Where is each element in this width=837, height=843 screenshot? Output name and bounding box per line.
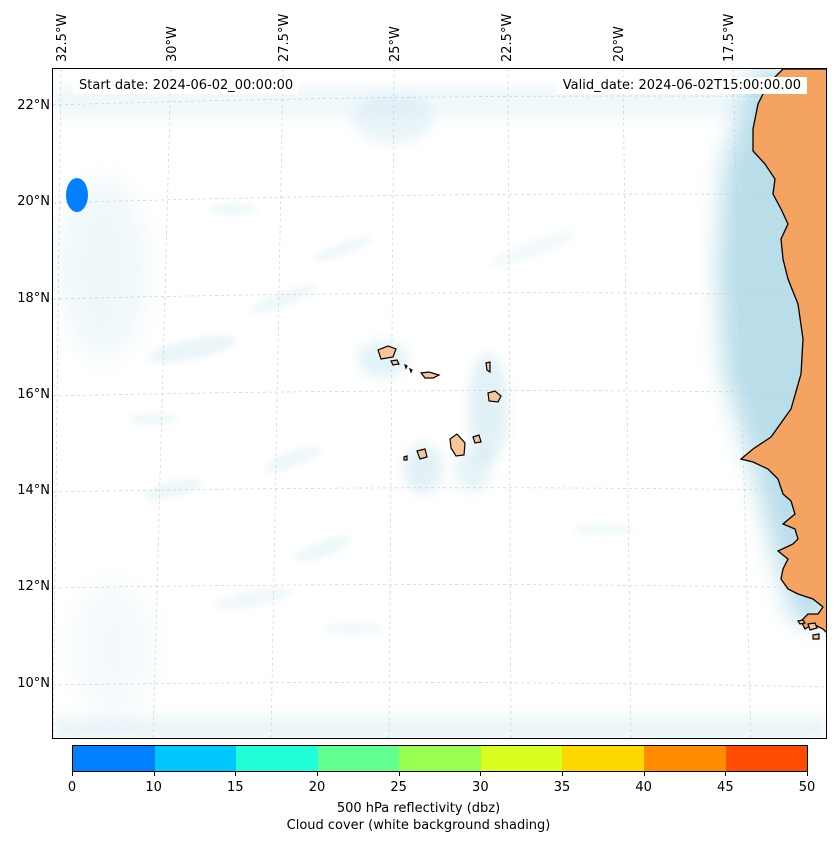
latitude-label: 10°N [17,676,50,691]
colorbar-segment [643,746,726,771]
start-date-label: Start date: 2024-06-02_00:00:00 [73,77,300,94]
colorbar-tick-mark [725,772,727,776]
colorbar-tick-label: 50 [798,780,816,795]
colorbar-segment [236,746,318,771]
colorbar-segment [317,746,400,771]
latitude-label: 12°N [17,579,50,594]
latitude-label: 16°N [17,387,50,402]
valid-date-label: Valid_date: 2024-06-02T15:00:00.00 [556,77,807,94]
west-africa-landmass [739,69,826,633]
latitude-label: 18°N [17,291,50,306]
longitude-label: 30°W [165,26,180,62]
cape-verde-islands [377,345,820,640]
colorbar-tick-mark [235,772,237,776]
colorbar-tick-label: 25 [390,780,407,795]
colorbar-tick-mark [398,772,400,776]
colorbar-tick-mark [72,772,73,776]
reflectivity-colorbar [72,745,808,772]
colorbar-tick-mark [153,772,155,776]
latitude-label: 14°N [17,483,50,498]
latitude-label: 22°N [17,98,50,113]
colorbar-tick-label: 30 [472,780,489,795]
colorbar-tick-label: 40 [635,780,652,795]
colorbar-tick-mark [317,772,318,776]
colorbar-tick-label: 10 [145,780,162,795]
colorbar-segment [73,746,155,771]
colorbar-tick-mark [562,772,563,776]
colorbar-segment [154,746,237,771]
colorbar-tick-label: 15 [227,780,244,795]
longitude-label: 20°W [612,26,627,62]
reflectivity-echo [66,178,88,212]
longitude-label: 22.5°W [500,13,515,62]
colorbar-segment [480,746,563,771]
colorbar-segment [725,746,808,771]
longitude-label: 27.5°W [277,13,292,62]
colorbar-tick-mark [480,772,482,776]
longitude-label: 32.5°W [55,13,70,62]
colorbar-tick-label: 20 [308,780,326,795]
gridlines [53,69,826,738]
colorbar-title: 500 hPa reflectivity (dbz) [336,801,501,816]
colorbar-tick-label: 45 [717,780,734,795]
colorbar-segment [399,746,481,771]
latitude-label: 20°N [17,194,50,209]
map-canvas [53,69,826,738]
colorbar-tick-label: 0 [67,780,77,795]
colorbar-subtitle: Cloud cover (white background shading) [286,818,551,833]
colorbar-tick-mark [643,772,645,776]
longitude-label: 25°W [388,26,403,62]
colorbar-tick-label: 35 [553,780,571,795]
map-panel[interactable]: Start date: 2024-06-02_00:00:00 Valid_da… [52,68,827,739]
longitude-label: 17.5°W [722,13,737,62]
cloud-cover-shading [53,69,826,738]
colorbar-tick-mark [807,772,808,776]
colorbar-segment [562,746,644,771]
